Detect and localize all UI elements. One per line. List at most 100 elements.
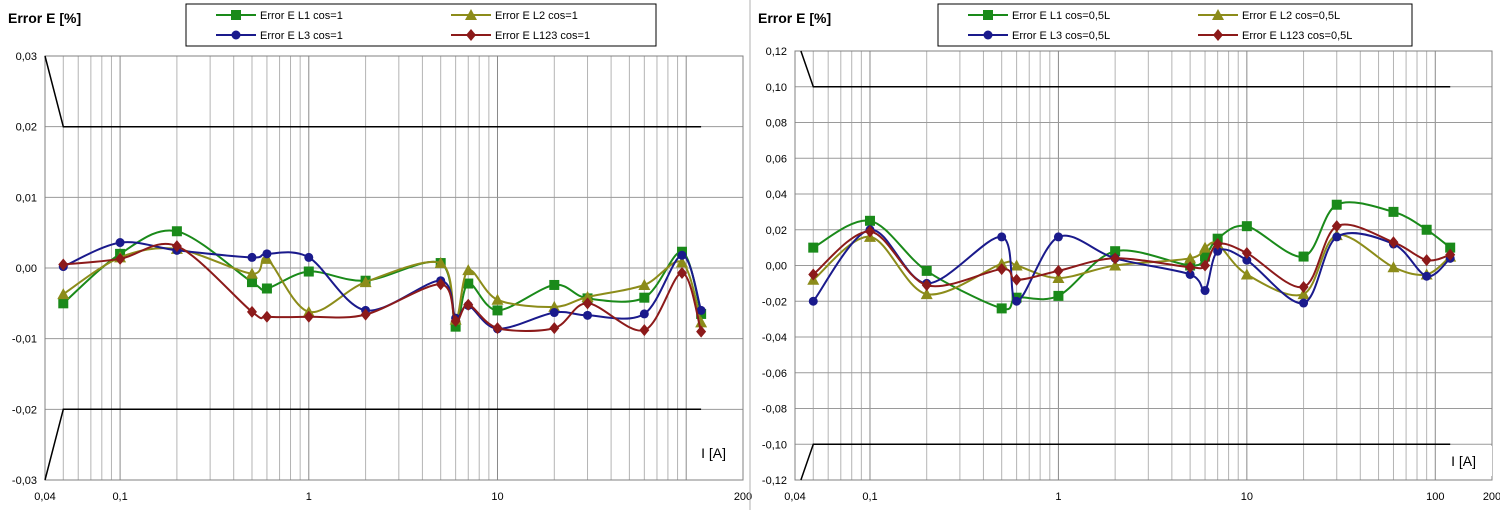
data-point-square [1110,246,1121,257]
limit-line [800,50,1451,88]
y-tick-label: 0,01 [16,192,37,204]
y-tick-label: 0,03 [16,51,37,63]
data-point-triangle [1199,241,1212,253]
data-point-diamond [1213,29,1223,41]
limit-line [44,55,702,128]
y-tick-label: 0,02 [766,225,787,237]
data-point-diamond [1298,280,1309,293]
data-point-square [231,10,241,20]
data-point-square [864,215,875,226]
data-point-diamond [549,322,560,335]
data-point-diamond [864,225,875,238]
y-axis-title: Error E [%] [758,10,831,26]
series-1 [808,199,1456,314]
data-point-square [463,278,474,289]
x-tick-label: 0,04 [784,491,805,503]
data-point-diamond [463,298,474,311]
data-point-triangle [1212,9,1224,20]
data-point-diamond [1421,254,1432,267]
y-tick-label: 0,04 [766,189,787,201]
data-point-circle [1012,296,1022,306]
y-tick-label: 0,10 [766,82,787,94]
legend-label: Error E L123 cos=1 [495,30,590,42]
data-point-diamond [996,263,1007,276]
data-point-triangle [1240,268,1253,280]
data-point-triangle [920,288,933,300]
data-point-diamond [466,29,476,41]
x-tick-label: 1 [306,491,312,503]
data-point-diamond [1053,264,1064,277]
data-point-square [261,283,272,294]
y-tick-label: 0,00 [16,263,37,275]
data-point-square [171,226,182,237]
data-point-square [1298,251,1309,262]
data-point-square [921,265,932,276]
data-point-triangle [462,264,475,276]
data-point-circle [639,309,649,319]
data-point-diamond [921,279,932,292]
x-tick-label: 0,1 [112,491,127,503]
data-point-diamond [582,297,593,310]
data-point-circle [583,310,593,320]
legend-label: Error E L1 cos=0,5L [1012,10,1110,22]
data-point-square [996,303,1007,314]
data-point-circle [247,252,257,262]
y-tick-label: -0,01 [12,334,37,346]
data-point-diamond [171,240,182,253]
data-point-diamond [1185,261,1196,274]
data-point-circle [549,308,559,318]
data-point-diamond [115,252,126,265]
data-point-triangle [1184,252,1197,264]
data-point-circle [262,249,272,259]
data-point-diamond [1388,236,1399,249]
legend-label: Error E L3 cos=0,5L [1012,30,1110,42]
legend: Error E L1 cos=1 Error E L2 cos=1 Error E … [185,3,657,47]
legend: Error E L1 cos=0,5L Error E L2 cos=0,5L Er… [937,3,1413,47]
data-point-triangle [581,290,594,302]
data-point-triangle [548,300,561,312]
data-point-circle [983,30,993,40]
data-point-square [1200,251,1211,262]
series-4 [58,240,707,338]
data-point-triangle [434,257,447,269]
chart-panel-1: -0,03 -0,02 -0,01 0,00 0,01 0,02 0,03 0,04 0,1 1 1… [8,3,752,503]
data-point-triangle [1387,261,1400,273]
series-line [62,247,703,323]
data-point-square [492,305,503,316]
data-point-circle [1200,286,1210,296]
data-point-diamond [450,315,461,327]
data-point-diamond [246,305,257,318]
data-point-triangle [1297,288,1310,300]
data-point-circle [231,30,241,40]
data-point-square [1053,290,1064,301]
y-tick-label: 0,06 [766,153,787,165]
y-tick-label: -0,04 [762,332,787,344]
data-point-circle [1299,298,1309,308]
data-point-circle [304,252,314,262]
x-axis-title-background [690,440,738,466]
data-point-square [1388,206,1399,217]
data-point-circle [808,296,818,306]
x-tick-label: 10 [491,491,503,503]
data-point-diamond [1200,259,1211,272]
x-axis-title: I [A] [701,445,726,461]
data-point-diamond [303,310,314,323]
data-point-diamond [696,325,707,338]
legend-label: Error E L3 cos=1 [260,30,343,42]
legend-label: Error E L2 cos=0,5L [1242,10,1340,22]
y-tick-label: -0,12 [762,475,787,487]
data-point-triangle [465,9,477,20]
x-axis-title: I [A] [1451,453,1476,469]
data-point-diamond [808,268,819,281]
x-tick-label: 0,04 [34,491,55,503]
legend-label: Error E L2 cos=1 [495,10,578,22]
data-point-diamond [261,310,272,323]
y-tick-label: -0,08 [762,404,787,416]
series-line [812,201,1451,311]
data-point-circle [1422,271,1432,281]
data-point-diamond [492,322,503,335]
series-4 [808,220,1456,293]
data-point-square [1445,242,1456,253]
